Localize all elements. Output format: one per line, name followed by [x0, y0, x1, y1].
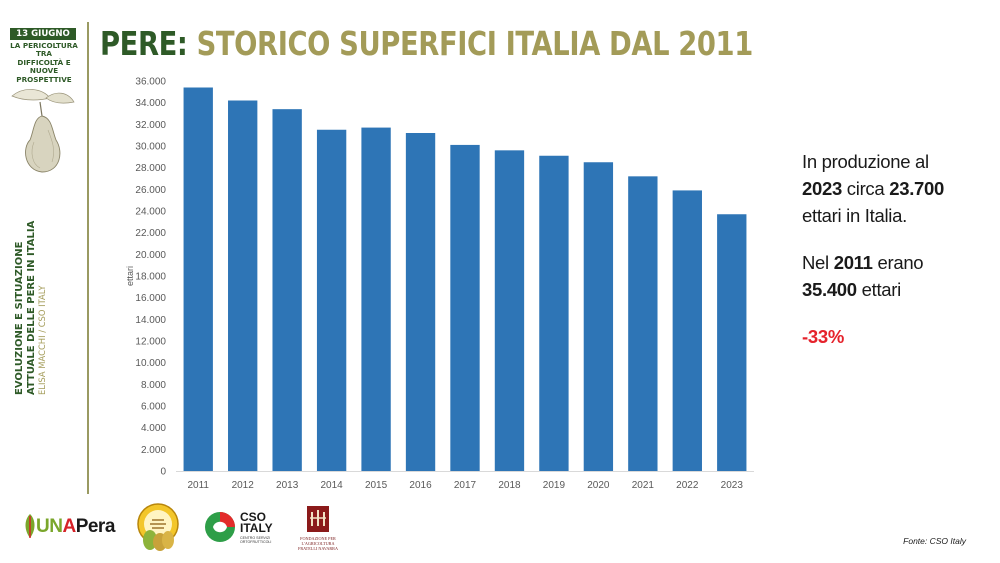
igp-seal-icon — [137, 503, 179, 551]
bar-chart: 0 2.000 4.000 6.000 8.000 10.000 12.000 14.000 1… — [118, 70, 768, 500]
y-tick-label: 14.000 — [135, 315, 166, 326]
x-tick-label: 2012 — [232, 480, 255, 491]
summary-year-2011: 2011 — [833, 252, 873, 273]
y-axis-label: ettari — [125, 266, 135, 286]
y-tick-label: 12.000 — [135, 337, 166, 348]
y-tick-label: 24.000 — [135, 207, 166, 218]
footer-logos: UNAPera CSO ITALY CENTRO SERVIZI ORTOFRUT… — [0, 500, 1000, 563]
slide-title-rest: STORICO SUPERFICI ITALIA DAL 2011 — [187, 24, 754, 63]
unapera-wordmark: UNAPera — [36, 516, 115, 538]
bar-2023 — [717, 214, 747, 471]
cso-wordmark: CSO ITALY — [240, 510, 273, 535]
source-note: Fonte: CSO Italy — [903, 536, 966, 546]
x-tick-label: 2019 — [543, 480, 566, 491]
x-tick-label: 2017 — [454, 480, 477, 491]
fondazione-name: FONDAZIONE PER L'AGRICOLTURA FRATELLI NA… — [298, 536, 338, 551]
summary-text-fragment: ettari in Italia. — [802, 205, 907, 226]
y-tick-label: 30.000 — [135, 142, 166, 153]
x-tick-label: 2016 — [409, 480, 432, 491]
bar-2017 — [450, 144, 480, 471]
y-tick-label: 2.000 — [141, 445, 166, 456]
unapera-wordmark-pera: Pera — [75, 516, 116, 537]
bar-2020 — [583, 162, 614, 471]
talk-title-line: EVOLUZIONE E SITUAZIONE — [14, 241, 25, 395]
event-subtitle-line: PROSPETTIVE — [16, 74, 72, 84]
cso-emblem-icon — [205, 512, 235, 542]
y-tick-label: 4.000 — [141, 423, 166, 434]
cso-subtitle: CENTRO SERVIZI ORTOFRUTTICOLI — [240, 536, 272, 544]
bar-2014 — [316, 129, 347, 471]
y-tick-label: 26.000 — [135, 185, 166, 196]
summary-year-2023: 2023 — [802, 178, 842, 199]
y-tick-label: 0 — [160, 467, 166, 478]
bar-2021 — [628, 176, 658, 471]
event-subtitle-line: LA PERICOLTURA TRA — [10, 41, 78, 59]
x-tick-label: 2013 — [276, 480, 299, 491]
bar-chart-svg: 0 2.000 4.000 6.000 8.000 10.000 12.000 14.000 1… — [125, 77, 754, 491]
y-tick-label: 22.000 — [135, 228, 166, 239]
cso-wordmark-line: ITALY — [240, 521, 273, 535]
x-tick-label: 2023 — [721, 480, 744, 491]
event-subtitle-line: DIFFICOLTÀ E NUOVE — [17, 57, 71, 76]
y-tick-label: 6.000 — [141, 402, 166, 413]
unapera-logo: UNAPera — [22, 512, 118, 542]
summary-paragraph-2023: In produzione al 2023 circa 23.700 ettari … — [802, 148, 992, 229]
y-tick-label: 8.000 — [141, 380, 166, 391]
bar-2011 — [183, 87, 213, 471]
summary-text-fragment: In produzione al — [802, 151, 929, 172]
sidebar: 13 GIUGNO 2024 LA PERICOLTURA TRA DIFFIC… — [0, 0, 88, 500]
y-tick-label: 10.000 — [135, 358, 166, 369]
y-tick-label: 16.000 — [135, 293, 166, 304]
fondazione-logo: FONDAZIONE PER L'AGRICOLTURA FRATELLI NA… — [293, 504, 343, 556]
slide-title-prefix: PERE: — [100, 24, 188, 63]
bar-2016 — [405, 133, 436, 471]
slide-title: PERE: STORICO SUPERFICI ITALIA DAL 2011 — [100, 24, 753, 64]
x-tick-label: 2014 — [320, 480, 343, 491]
summary-delta: -33% — [802, 326, 844, 347]
x-tick-label: 2011 — [187, 480, 209, 491]
x-tick-label: 2018 — [498, 480, 521, 491]
y-tick-label: 18.000 — [135, 272, 166, 283]
x-tick-label: 2022 — [676, 480, 699, 491]
bar-2015 — [361, 127, 391, 472]
summary-value-2011: 35.400 — [802, 279, 857, 300]
unapera-wordmark-un: UN — [36, 516, 63, 537]
unapera-leaf-icon — [25, 514, 35, 538]
cso-italy-logo: CSO ITALY CENTRO SERVIZI ORTOFRUTTICOLI — [203, 510, 277, 546]
summary-text-fragment: ettari — [856, 279, 902, 300]
bar-2018 — [494, 150, 525, 471]
event-subtitle: LA PERICOLTURA TRA DIFFICOLTÀ E NUOVE PR… — [10, 41, 78, 84]
talk-title: EVOLUZIONE E SITUAZIONE ATTUALE DELLE PE… — [14, 185, 47, 395]
bar-2022 — [672, 190, 702, 471]
event-date: 13 GIUGNO 2024 — [10, 28, 76, 51]
x-tick-label: 2021 — [632, 480, 655, 491]
y-tick-label: 34.000 — [135, 98, 166, 109]
summary-value-2023: 23.700 — [889, 178, 945, 199]
y-tick-label: 20.000 — [135, 250, 166, 261]
igp-seal-logo — [134, 502, 182, 552]
talk-author: ELISA MACCHI / CSO ITALY — [37, 285, 47, 395]
bar-2013 — [272, 109, 302, 471]
fondazione-emblem-icon — [307, 506, 329, 532]
summary-text-fragment: circa — [841, 178, 890, 199]
summary-text-fragment: Nel — [802, 252, 834, 273]
y-tick-label: 32.000 — [135, 120, 166, 131]
bar-2012 — [228, 100, 258, 471]
summary-text: In produzione al 2023 circa 23.700 ettari … — [802, 148, 992, 370]
x-tick-label: 2015 — [365, 480, 388, 491]
y-tick-label: 28.000 — [135, 163, 166, 174]
talk-title-line: ATTUALE DELLE PERE IN ITALIA — [25, 220, 37, 395]
sidebar-divider — [87, 22, 89, 494]
pear-illustration — [11, 89, 75, 173]
summary-text-fragment: erano — [872, 252, 924, 273]
bar-2019 — [539, 155, 569, 471]
cso-wordmark-line: CSO — [240, 510, 267, 524]
y-tick-label: 36.000 — [135, 77, 166, 88]
summary-paragraph-2011: Nel 2011 erano 35.400 ettari — [802, 249, 992, 303]
x-tick-label: 2020 — [587, 480, 610, 491]
unapera-wordmark-a: A — [62, 516, 76, 537]
